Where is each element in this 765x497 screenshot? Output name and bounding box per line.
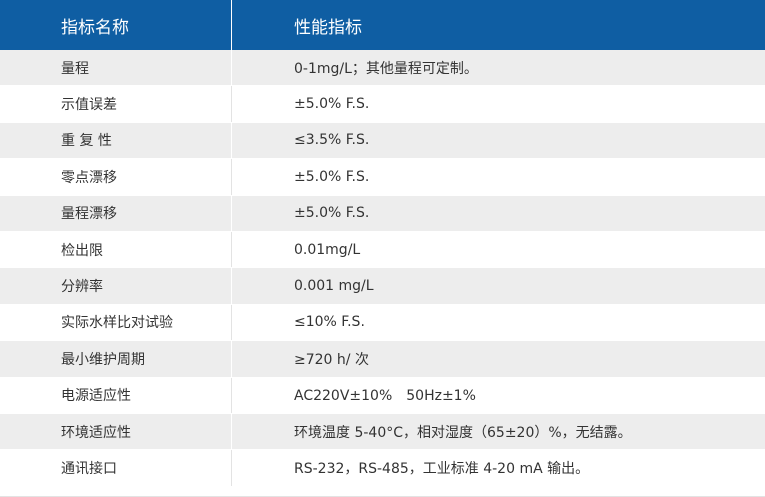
row-value-cell: ≥720 h/ 次	[231, 341, 765, 377]
row-name-cell: 分辨率	[61, 279, 103, 296]
row-value-cell: 0.01mg/L	[231, 231, 765, 268]
table-row: 量程 0-1mg/L；其他量程可定制。	[0, 50, 765, 87]
table-header: 指标名称 性能指标	[0, 0, 765, 50]
table-row: 电源适应性 AC220V±10% 50Hz±1%	[0, 377, 765, 414]
table-row: 环境适应性 环境温度 5-40°C，相对湿度（65±20）%，无结露。	[0, 413, 765, 451]
row-value-cell: ±5.0% F.S.	[231, 159, 765, 195]
table-row: 通讯接口 RS-232，RS-485，工业标准 4-20 mA 输出。	[0, 450, 765, 487]
row-value-cell: RS-232，RS-485，工业标准 4-20 mA 输出。	[231, 450, 765, 486]
row-name-cell: 重 复 性	[61, 133, 112, 150]
table-row: 分辨率 0.001 mg/L	[0, 268, 765, 305]
row-value-cell: 0.001 mg/L	[231, 268, 765, 304]
row-name-cell: 示值误差	[61, 97, 117, 114]
table-row: 零点漂移 ±5.0% F.S.	[0, 159, 765, 196]
row-value-cell: ±5.0% F.S.	[231, 86, 765, 122]
table-row: 量程漂移 ±5.0% F.S.	[0, 195, 765, 232]
row-name-cell: 实际水样比对试验	[61, 315, 173, 332]
table-row: 实际水样比对试验 ≤10% F.S.	[0, 304, 765, 342]
table-row: 重 复 性 ≤3.5% F.S.	[0, 122, 765, 160]
row-name-cell: 电源适应性	[61, 388, 131, 405]
row-name-cell: 零点漂移	[61, 169, 117, 186]
row-value-cell: 0-1mg/L；其他量程可定制。	[231, 50, 765, 86]
header-name-cell: 指标名称	[61, 17, 129, 38]
header-value-cell: 性能指标	[231, 0, 765, 50]
row-value-cell: 环境温度 5-40°C，相对湿度（65±20）%，无结露。	[231, 413, 765, 450]
row-value-cell: ≤10% F.S.	[231, 304, 765, 341]
table-row: 检出限 0.01mg/L	[0, 231, 765, 269]
row-name-cell: 量程漂移	[61, 206, 117, 223]
row-name-cell: 量程	[61, 60, 89, 77]
row-name-cell: 最小维护周期	[61, 351, 145, 368]
row-value-cell: AC220V±10% 50Hz±1%	[231, 377, 765, 413]
row-value-cell: ±5.0% F.S.	[231, 195, 765, 231]
table-row: 示值误差 ±5.0% F.S.	[0, 86, 765, 123]
row-name-cell: 通讯接口	[61, 460, 117, 477]
row-name-cell: 检出限	[61, 242, 103, 259]
table-row: 最小维护周期 ≥720 h/ 次	[0, 341, 765, 378]
row-name-cell: 环境适应性	[61, 424, 131, 441]
row-value-cell: ≤3.5% F.S.	[231, 122, 765, 159]
